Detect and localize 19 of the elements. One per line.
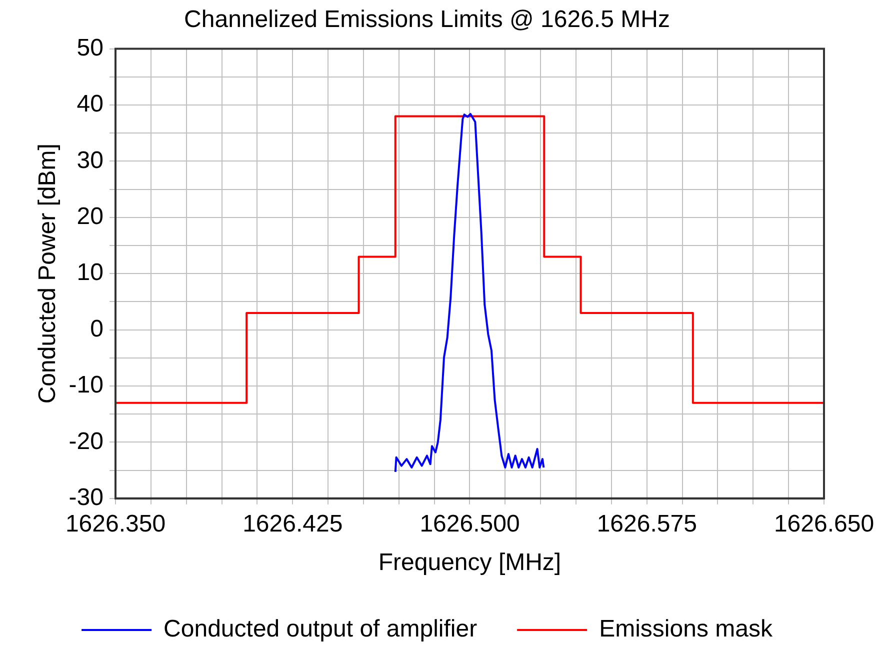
x-tick-label: 1626.650 xyxy=(774,510,874,538)
y-tick-label: 30 xyxy=(76,146,104,174)
y-tick-label: -20 xyxy=(68,428,104,455)
x-tick-label: 1626.425 xyxy=(242,510,343,538)
y-tick-label: -30 xyxy=(68,484,104,512)
y-tick-label: 20 xyxy=(76,203,104,230)
y-tick-label: 50 xyxy=(76,34,104,62)
y-tick-label: 40 xyxy=(76,90,104,118)
x-tick-label: 1626.500 xyxy=(420,510,520,538)
chart-title: Channelized Emissions Limits @ 1626.5 MHz xyxy=(184,6,670,34)
y-tick-label: -10 xyxy=(68,372,104,399)
y-axis-title: Conducted Power [dBm] xyxy=(34,144,62,404)
legend-label: Conducted output of amplifier xyxy=(164,616,478,643)
legend-label: Emissions mask xyxy=(599,616,774,643)
x-tick-label: 1626.575 xyxy=(596,510,697,538)
x-axis-title: Frequency [MHz] xyxy=(378,549,562,576)
y-tick-label: 10 xyxy=(76,259,104,286)
x-tick-label: 1626.350 xyxy=(65,510,166,538)
y-tick-label: 0 xyxy=(90,315,104,342)
